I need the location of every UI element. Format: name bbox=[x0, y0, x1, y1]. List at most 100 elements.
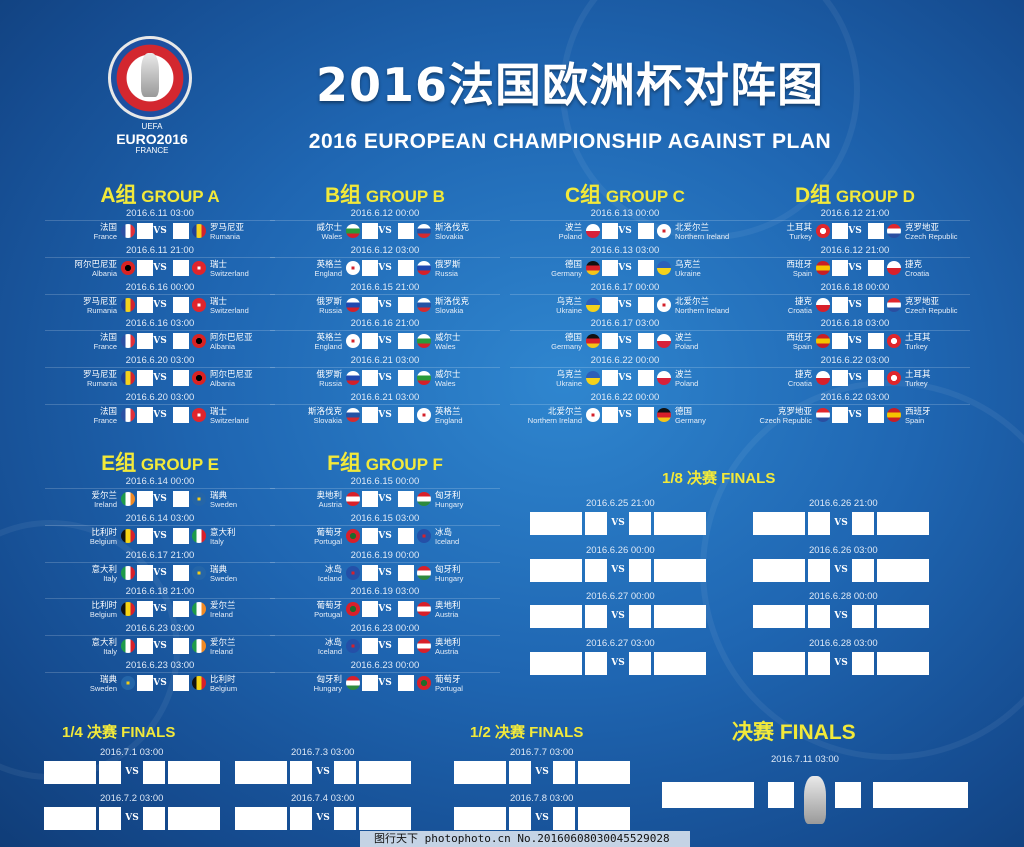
home-score-box[interactable] bbox=[362, 601, 378, 618]
away-team-box[interactable] bbox=[168, 761, 220, 784]
away-score-box[interactable] bbox=[638, 370, 654, 387]
away-score-box[interactable] bbox=[173, 491, 189, 507]
away-score-box[interactable] bbox=[173, 333, 189, 350]
away-team-box[interactable] bbox=[359, 807, 411, 830]
away-score-box[interactable] bbox=[173, 259, 189, 276]
home-score-box[interactable] bbox=[362, 370, 378, 387]
home-score-box[interactable] bbox=[137, 564, 153, 581]
away-score-box[interactable] bbox=[868, 296, 884, 313]
home-team-box[interactable] bbox=[454, 807, 506, 830]
away-score-box[interactable] bbox=[852, 605, 874, 628]
home-score-box[interactable] bbox=[99, 761, 121, 784]
home-score-box[interactable] bbox=[832, 296, 848, 313]
home-score-box[interactable] bbox=[808, 605, 830, 628]
away-score-box[interactable] bbox=[868, 223, 884, 239]
home-team-box[interactable] bbox=[753, 605, 805, 628]
home-score-box[interactable] bbox=[602, 223, 618, 239]
home-score-box[interactable] bbox=[137, 638, 153, 655]
home-team-box[interactable] bbox=[662, 782, 754, 808]
away-score-box[interactable] bbox=[398, 223, 414, 239]
away-score-box[interactable] bbox=[638, 407, 654, 423]
home-score-box[interactable] bbox=[362, 407, 378, 423]
away-score-box[interactable] bbox=[398, 527, 414, 544]
home-score-box[interactable] bbox=[768, 782, 794, 808]
home-score-box[interactable] bbox=[362, 333, 378, 350]
away-team-box[interactable] bbox=[654, 558, 706, 582]
home-score-box[interactable] bbox=[99, 807, 121, 830]
home-score-box[interactable] bbox=[602, 259, 618, 276]
away-score-box[interactable] bbox=[553, 761, 575, 784]
away-score-box[interactable] bbox=[173, 564, 189, 581]
away-team-box[interactable] bbox=[877, 605, 929, 628]
away-score-box[interactable] bbox=[398, 296, 414, 313]
home-score-box[interactable] bbox=[137, 491, 153, 507]
away-score-box[interactable] bbox=[398, 638, 414, 655]
away-score-box[interactable] bbox=[835, 782, 861, 808]
home-team-box[interactable] bbox=[530, 651, 582, 675]
away-score-box[interactable] bbox=[173, 370, 189, 387]
home-score-box[interactable] bbox=[362, 259, 378, 276]
home-team-box[interactable] bbox=[454, 761, 506, 784]
away-score-box[interactable] bbox=[868, 407, 884, 423]
away-score-box[interactable] bbox=[629, 512, 651, 535]
home-score-box[interactable] bbox=[137, 675, 153, 691]
home-score-box[interactable] bbox=[137, 407, 153, 423]
away-team-box[interactable] bbox=[877, 651, 929, 675]
home-score-box[interactable] bbox=[832, 223, 848, 239]
away-score-box[interactable] bbox=[868, 370, 884, 387]
away-score-box[interactable] bbox=[173, 638, 189, 655]
away-score-box[interactable] bbox=[629, 651, 651, 675]
away-score-box[interactable] bbox=[173, 407, 189, 423]
home-score-box[interactable] bbox=[832, 407, 848, 423]
away-team-box[interactable] bbox=[168, 807, 220, 830]
away-score-box[interactable] bbox=[638, 259, 654, 276]
away-score-box[interactable] bbox=[334, 761, 356, 784]
home-team-box[interactable] bbox=[753, 558, 805, 582]
away-score-box[interactable] bbox=[173, 296, 189, 313]
home-team-box[interactable] bbox=[44, 761, 96, 784]
away-score-box[interactable] bbox=[638, 223, 654, 239]
away-score-box[interactable] bbox=[852, 512, 874, 535]
away-score-box[interactable] bbox=[398, 675, 414, 691]
home-score-box[interactable] bbox=[808, 512, 830, 535]
home-score-box[interactable] bbox=[585, 605, 607, 628]
home-score-box[interactable] bbox=[362, 675, 378, 691]
away-score-box[interactable] bbox=[173, 223, 189, 239]
home-score-box[interactable] bbox=[585, 651, 607, 675]
home-team-box[interactable] bbox=[235, 807, 287, 830]
home-score-box[interactable] bbox=[362, 564, 378, 581]
away-team-box[interactable] bbox=[654, 651, 706, 675]
away-team-box[interactable] bbox=[873, 782, 968, 808]
away-team-box[interactable] bbox=[578, 807, 630, 830]
home-score-box[interactable] bbox=[362, 527, 378, 544]
away-score-box[interactable] bbox=[398, 601, 414, 618]
away-score-box[interactable] bbox=[638, 333, 654, 350]
home-score-box[interactable] bbox=[290, 807, 312, 830]
home-score-box[interactable] bbox=[137, 370, 153, 387]
home-team-box[interactable] bbox=[753, 651, 805, 675]
away-team-box[interactable] bbox=[359, 761, 411, 784]
away-score-box[interactable] bbox=[398, 333, 414, 350]
away-score-box[interactable] bbox=[143, 807, 165, 830]
home-score-box[interactable] bbox=[602, 407, 618, 423]
home-score-box[interactable] bbox=[137, 601, 153, 618]
home-score-box[interactable] bbox=[137, 333, 153, 350]
home-score-box[interactable] bbox=[602, 333, 618, 350]
home-score-box[interactable] bbox=[362, 638, 378, 655]
away-score-box[interactable] bbox=[553, 807, 575, 830]
home-score-box[interactable] bbox=[585, 558, 607, 582]
away-score-box[interactable] bbox=[638, 296, 654, 313]
home-score-box[interactable] bbox=[137, 223, 153, 239]
home-score-box[interactable] bbox=[137, 527, 153, 544]
away-score-box[interactable] bbox=[143, 761, 165, 784]
home-score-box[interactable] bbox=[585, 512, 607, 535]
home-team-box[interactable] bbox=[44, 807, 96, 830]
home-score-box[interactable] bbox=[137, 296, 153, 313]
away-score-box[interactable] bbox=[173, 527, 189, 544]
home-score-box[interactable] bbox=[832, 333, 848, 350]
away-team-box[interactable] bbox=[877, 512, 929, 535]
home-score-box[interactable] bbox=[362, 296, 378, 313]
home-score-box[interactable] bbox=[602, 296, 618, 313]
home-score-box[interactable] bbox=[290, 761, 312, 784]
home-score-box[interactable] bbox=[602, 370, 618, 387]
